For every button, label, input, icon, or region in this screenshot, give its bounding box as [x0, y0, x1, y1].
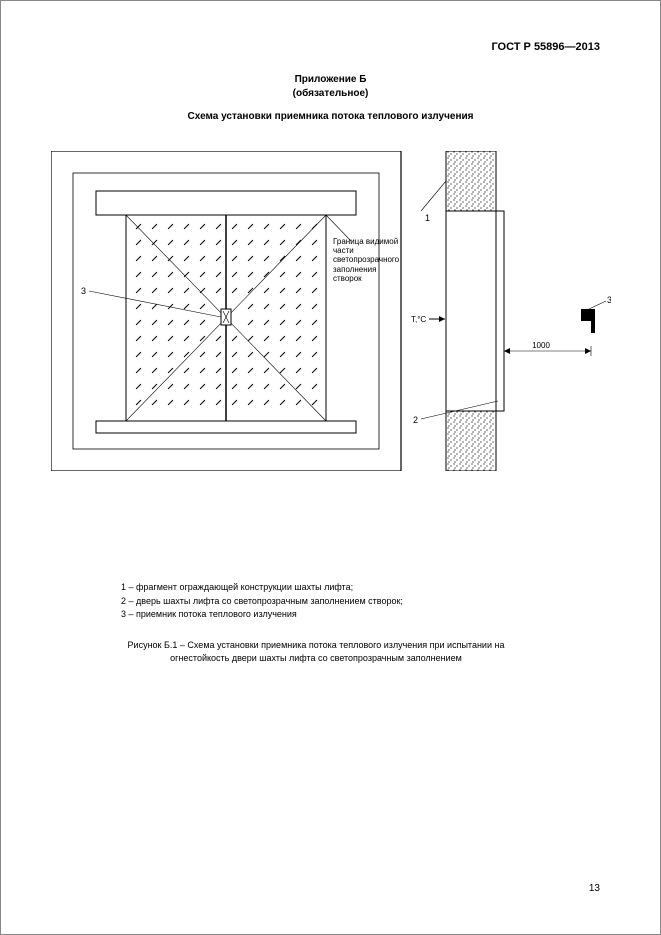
legend-item-3: 3 – приемник потока теплового излучения	[121, 608, 403, 622]
temp-label: T,°C	[411, 315, 426, 324]
standard-header: ГОСТ Р 55896—2013	[491, 41, 600, 53]
diagram: 3 Граница видимойчастисветопрозрачногоза…	[51, 151, 611, 471]
page: ГОСТ Р 55896—2013 Приложение Б (обязател…	[0, 0, 661, 935]
appendix-label: Приложение Б	[295, 74, 367, 85]
legend-item-2: 2 – дверь шахты лифта со светопрозрачным…	[121, 595, 403, 609]
legend: 1 – фрагмент ограждающей конструкции шах…	[121, 581, 403, 622]
legend-item-1: 1 – фрагмент ограждающей конструкции шах…	[121, 581, 403, 595]
callout-1: 1	[425, 213, 430, 223]
page-number: 13	[589, 883, 600, 894]
figure-title: Схема установки приемника потока теплово…	[1, 111, 660, 122]
annotation-text: Граница видимойчастисветопрозрачногозапо…	[333, 237, 411, 283]
callout-2: 2	[413, 415, 418, 425]
appendix-title: Приложение Б (обязательное)	[1, 73, 660, 101]
appendix-mandatory: (обязательное)	[293, 88, 369, 99]
callout-3-left: 3	[81, 286, 86, 296]
figure-caption: Рисунок Б.1 – Схема установки приемника …	[101, 639, 531, 664]
dimension-1000: 1000	[532, 341, 550, 350]
callout-3-right: 3	[607, 295, 611, 305]
